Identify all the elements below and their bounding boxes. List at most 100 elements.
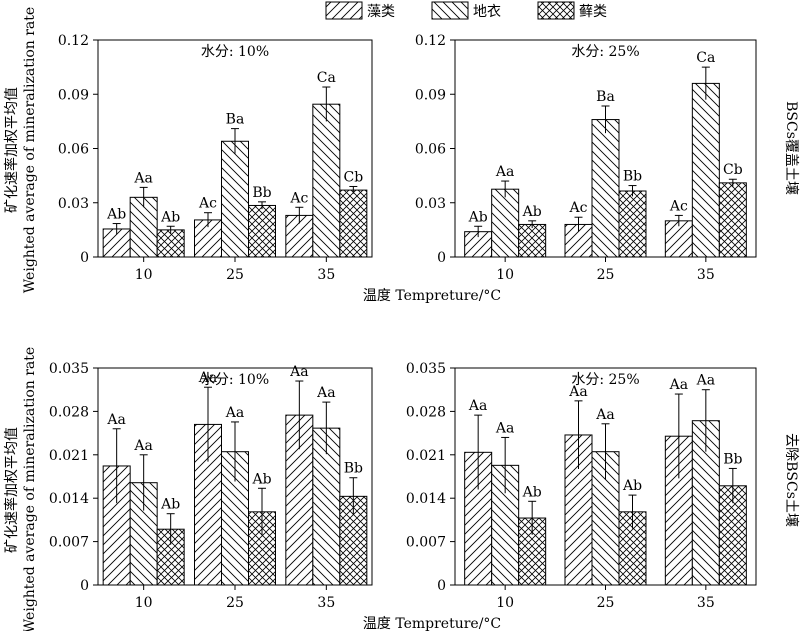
panel-title: 水分: 25% <box>571 372 639 388</box>
significance-label: Bb <box>252 185 271 201</box>
significance-label: Ab <box>251 471 271 487</box>
bar-moss <box>518 223 547 258</box>
legend-label-moss: 藓类 <box>579 4 607 20</box>
x-tick-label: 35 <box>697 595 715 611</box>
significance-label: Ab <box>160 497 180 513</box>
significance-label: Ca <box>696 50 715 66</box>
y-tick-label: 0.014 <box>49 491 89 507</box>
x-tick-label: 10 <box>496 267 514 283</box>
x-tick-label: 35 <box>317 595 335 611</box>
significance-label: Aa <box>133 170 152 186</box>
significance-label: Aa <box>198 370 217 386</box>
x-tick-label: 25 <box>226 267 244 283</box>
bar-moss <box>718 182 747 258</box>
y-tick-label: 0.035 <box>49 361 89 377</box>
significance-label: Ab <box>522 204 542 220</box>
y-tick-label: 0 <box>437 250 446 266</box>
significance-label: Ba <box>596 89 615 105</box>
significance-label: Aa <box>669 377 688 393</box>
x-tick-label: 35 <box>697 267 715 283</box>
bar-lichen <box>312 103 341 258</box>
chart-panel-top-left: 0 0.03 0.06 0.09 0.12 水分: 10% 10 Ab Aa Ab 25 Ac Ba Bb… <box>58 33 373 283</box>
significance-label: Aa <box>106 412 125 428</box>
bar-moss <box>156 229 185 258</box>
panel-title: 水分: 10% <box>201 372 269 388</box>
significance-label: Aa <box>468 398 487 414</box>
chart-panel-bottom-right: 0 0.007 0.014 0.021 0.028 0.035 水分: 25% 10 Aa Aa A… <box>406 361 757 611</box>
bar-algae <box>464 231 493 258</box>
bar-moss <box>618 190 647 258</box>
significance-label: Ac <box>289 190 308 206</box>
bar-lichen <box>691 82 720 258</box>
legend-item-algae: 藻类 <box>325 1 395 20</box>
x-tick-label: 10 <box>135 267 153 283</box>
significance-label: Ba <box>226 112 245 128</box>
x-tick-label: 25 <box>597 595 615 611</box>
y-tick-label: 0.12 <box>58 33 89 49</box>
y-tick-label: 0.007 <box>49 535 89 551</box>
y-tick-label: 0.028 <box>406 404 446 420</box>
legend: 藻类 地衣 藓类 <box>325 1 607 20</box>
significance-label: Bb <box>723 451 742 467</box>
y-tick-label: 0.06 <box>415 142 446 158</box>
row-label-bscs-removed: 去除BSCs土壤 <box>783 433 800 527</box>
y-tick-label: 0.09 <box>415 87 446 103</box>
significance-label: Aa <box>289 364 308 380</box>
ylabel-en-top: Weighted average of mineralization rate <box>22 7 38 293</box>
bar-lichen <box>591 119 620 258</box>
y-tick-label: 0.09 <box>58 87 89 103</box>
bar-moss <box>339 189 368 258</box>
significance-label: Aa <box>568 384 587 400</box>
bar-algae <box>664 220 693 258</box>
y-tick-label: 0.12 <box>415 33 446 49</box>
significance-label: Aa <box>495 164 514 180</box>
chart-panel-bottom-left: 0 0.007 0.014 0.021 0.028 0.035 水分: 10% 10 Aa Aa A… <box>49 361 373 611</box>
y-tick-label: 0.03 <box>415 196 446 212</box>
significance-label: Bb <box>344 461 363 477</box>
significance-label: Cb <box>343 169 363 185</box>
row-label-bscs-covered: BSCs覆盖土壤 <box>783 101 800 195</box>
y-tick-label: 0.007 <box>406 535 446 551</box>
significance-label: Aa <box>133 438 152 454</box>
x-tick-label: 10 <box>135 595 153 611</box>
significance-label: Cb <box>723 162 743 178</box>
significance-label: Aa <box>316 385 335 401</box>
xlabel-bottom: 温度 Tempreture/°C <box>363 616 501 631</box>
x-tick-label: 10 <box>496 595 514 611</box>
legend-item-lichen: 地衣 <box>431 1 501 20</box>
panel-title: 水分: 10% <box>201 44 269 60</box>
significance-label: Aa <box>696 373 715 389</box>
significance-label: Ca <box>317 70 336 86</box>
bar-lichen <box>221 140 249 258</box>
y-tick-label: 0.03 <box>58 196 89 212</box>
y-tick-label: 0.021 <box>49 448 89 464</box>
significance-label: Ac <box>198 196 217 212</box>
chart-panel-top-right: 0 0.03 0.06 0.09 0.12 水分: 25% 10 Ab Aa Ab 25 Ac Ba Bb… <box>415 33 757 283</box>
legend-swatch-algae <box>325 1 363 20</box>
significance-label: Ab <box>622 478 642 494</box>
significance-label: Aa <box>495 420 514 436</box>
bar-lichen <box>491 188 520 258</box>
significance-label: Ab <box>106 207 126 223</box>
x-tick-label: 35 <box>317 267 335 283</box>
ylabel-zh-bottom: 矿化速率加权平均值 <box>3 427 20 553</box>
x-tick-label: 25 <box>597 267 615 283</box>
panel-title: 水分: 25% <box>571 44 639 60</box>
significance-label: Bb <box>623 169 642 185</box>
legend-label-lichen: 地衣 <box>473 4 501 20</box>
significance-label: Ac <box>569 200 588 216</box>
y-tick-label: 0.021 <box>406 448 446 464</box>
y-tick-label: 0.028 <box>49 404 89 420</box>
y-tick-label: 0 <box>80 250 89 266</box>
significance-label: Aa <box>595 407 614 423</box>
y-tick-label: 0.035 <box>406 361 446 377</box>
ylabel-zh-top: 矿化速率加权平均值 <box>3 87 20 213</box>
legend-item-moss: 藓类 <box>537 1 607 20</box>
legend-swatch-lichen <box>431 1 469 20</box>
xlabel-top: 温度 Tempreture/°C <box>363 288 501 304</box>
significance-label: Aa <box>225 405 244 421</box>
significance-label: Ab <box>522 484 542 500</box>
y-tick-label: 0.06 <box>58 142 89 158</box>
bar-moss <box>248 204 276 258</box>
